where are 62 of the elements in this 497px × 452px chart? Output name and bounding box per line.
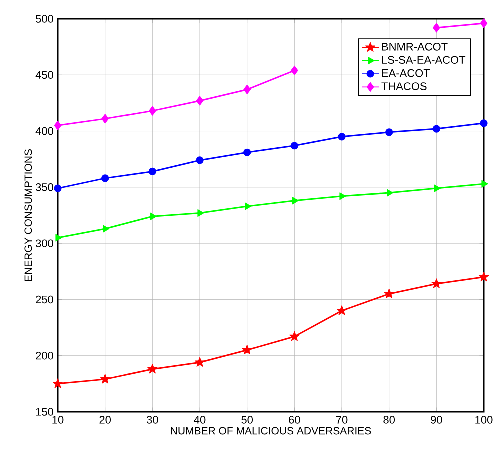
x-tick-label: 100 [476, 416, 493, 424]
y-tick-label: 500 [36, 15, 54, 23]
point [244, 148, 252, 156]
x-axis-title: NUMBER OF MALICIOUS ADVERSARIES [171, 427, 372, 435]
y-tick-label: 350 [36, 184, 54, 192]
y-tick-label: 450 [36, 71, 54, 80]
point [387, 189, 394, 197]
x-tick-label: 10 [52, 416, 64, 424]
point [242, 344, 252, 355]
y-axis-title: ENERGY CONSUMPTIONS [24, 149, 32, 282]
point [56, 234, 62, 242]
point [196, 156, 204, 164]
point [148, 106, 156, 116]
point [290, 142, 298, 150]
point [103, 225, 110, 233]
point [54, 184, 62, 192]
point [482, 180, 488, 188]
point [480, 18, 488, 28]
x-tick-label: 80 [384, 416, 396, 424]
point [245, 202, 252, 210]
point [148, 168, 156, 176]
point [432, 278, 442, 288]
point [338, 133, 346, 141]
point [340, 192, 346, 200]
x-tick-label: 30 [146, 416, 158, 424]
x-tick-label: 70 [336, 416, 348, 424]
point [150, 212, 157, 220]
y-tick-label: 300 [36, 240, 54, 248]
point [292, 197, 299, 205]
point [480, 120, 488, 128]
point [290, 66, 298, 76]
legend-label: BNMR-ACOT [382, 43, 448, 51]
y-tick-label: 250 [36, 296, 54, 304]
point [432, 125, 440, 133]
point [384, 288, 394, 298]
point [432, 23, 440, 33]
point [100, 374, 110, 384]
point [434, 184, 441, 192]
point [102, 114, 110, 124]
point [54, 120, 62, 130]
x-tick-label: 50 [242, 416, 254, 424]
x-tick-label: 90 [431, 416, 442, 424]
point [196, 96, 204, 106]
y-tick-label: 200 [36, 352, 54, 360]
point [478, 272, 490, 282]
point [148, 364, 158, 374]
point [194, 357, 206, 367]
x-tick-label: 60 [289, 416, 300, 424]
x-tick-label: 40 [194, 416, 206, 424]
legend-label: EA-ACOT [382, 69, 430, 78]
point [244, 84, 252, 95]
point [386, 128, 394, 136]
point [290, 331, 300, 342]
point [52, 378, 64, 388]
point [198, 209, 204, 218]
point [102, 174, 110, 182]
legend-label: LS-SA-EA-ACOT [382, 56, 466, 64]
x-tick-label: 20 [100, 416, 112, 424]
y-tick-label: 150 [36, 408, 54, 416]
y-tick-label: 400 [36, 127, 54, 136]
legend-label: THACOS [382, 82, 427, 90]
point [336, 306, 348, 316]
